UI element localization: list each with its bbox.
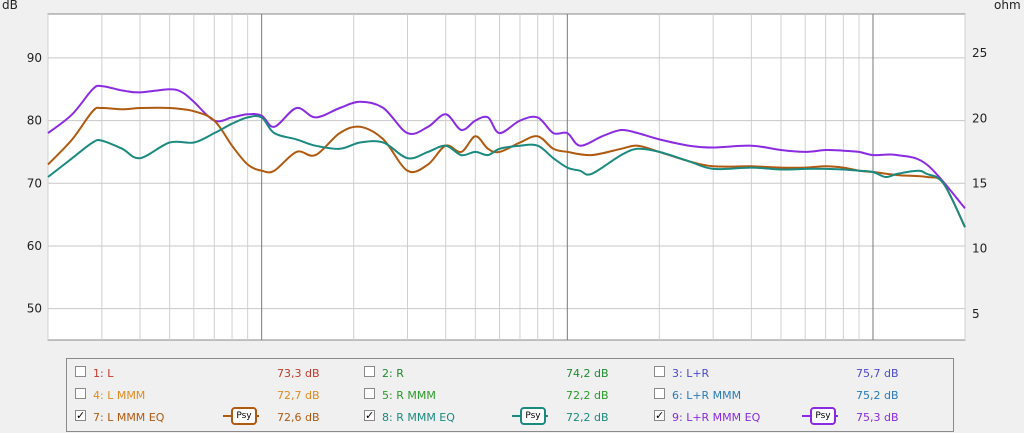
right-tick-label: 10 bbox=[972, 242, 987, 256]
right-axis-unit: ohm bbox=[994, 0, 1021, 12]
left-tick-label: 90 bbox=[27, 51, 42, 65]
legend-checkbox[interactable]: ✓ bbox=[654, 409, 665, 422]
psy-label: Psy bbox=[520, 407, 546, 425]
left-tick-label: 70 bbox=[27, 176, 42, 190]
legend-item: ✓ 7: L MMM EQ Psy 72,6 dB bbox=[75, 406, 345, 428]
right-tick-label: 5 bbox=[972, 307, 980, 321]
left-axis-unit: dB bbox=[2, 0, 18, 12]
left-tick-label: 80 bbox=[27, 114, 42, 128]
series-line-1 bbox=[47, 84, 966, 209]
right-tick-label: 15 bbox=[972, 177, 987, 191]
legend-checkbox[interactable] bbox=[75, 388, 86, 399]
legend-item: ✓ 8: R MMM EQ Psy 72,2 dB bbox=[364, 406, 634, 428]
grid-minor bbox=[47, 14, 966, 340]
grid-major bbox=[261, 14, 874, 340]
legend-label: 5: R MMM bbox=[382, 389, 436, 402]
legend-value: 75,7 dB bbox=[856, 367, 899, 380]
legend-item: 5: R MMM 72,2 dB bbox=[364, 384, 634, 406]
legend-value: 75,2 dB bbox=[856, 389, 899, 402]
right-axis-ticks: 25 20 15 10 5 bbox=[972, 46, 987, 321]
legend-value: 74,2 dB bbox=[566, 367, 609, 380]
legend-item: 4: L MMM 72,7 dB bbox=[75, 384, 345, 406]
right-tick-label: 20 bbox=[972, 111, 987, 125]
legend-checkbox[interactable] bbox=[364, 366, 375, 377]
legend-checkbox[interactable] bbox=[654, 388, 665, 399]
legend-label: 6: L+R MMM bbox=[672, 389, 742, 402]
left-tick-label: 50 bbox=[27, 302, 42, 316]
right-tick-label: 25 bbox=[972, 46, 987, 60]
legend-label: 7: L MMM EQ bbox=[93, 411, 165, 424]
legend-item: 1: L 73,3 dB bbox=[75, 362, 345, 384]
legend-label: 2: R bbox=[382, 367, 404, 380]
legend-value: 72,2 dB bbox=[566, 389, 609, 402]
legend-checkbox[interactable] bbox=[364, 388, 375, 399]
legend-checkbox[interactable] bbox=[75, 366, 86, 377]
left-tick-label: 60 bbox=[27, 239, 42, 253]
plot-area bbox=[47, 13, 966, 341]
legend-item: 3: L+R 75,7 dB bbox=[654, 362, 924, 384]
psy-label: Psy bbox=[231, 407, 257, 425]
legend-item: 6: L+R MMM 75,2 dB bbox=[654, 384, 924, 406]
legend-value: 72,6 dB bbox=[277, 411, 320, 424]
series-line-3 bbox=[47, 114, 966, 228]
legend-label: 1: L bbox=[93, 367, 114, 380]
legend-label: 9: L+R MMM EQ bbox=[672, 411, 761, 424]
legend-item: 2: R 74,2 dB bbox=[364, 362, 634, 384]
legend-checkbox[interactable] bbox=[654, 366, 665, 377]
series-line-2 bbox=[47, 106, 966, 228]
legend-panel: 1: L 73,3 dB 2: R 74,2 dB 3: L+R 75,7 dB 4: L … bbox=[66, 358, 954, 432]
psy-label: Psy bbox=[810, 407, 836, 425]
legend-checkbox[interactable]: ✓ bbox=[75, 409, 86, 422]
left-axis-ticks: 90 80 70 60 50 bbox=[27, 51, 42, 316]
legend-label: 8: R MMM EQ bbox=[382, 411, 455, 424]
legend-value: 72,7 dB bbox=[277, 389, 320, 402]
legend-value: 73,3 dB bbox=[277, 367, 320, 380]
curves bbox=[47, 84, 966, 228]
legend-value: 72,2 dB bbox=[566, 411, 609, 424]
legend-label: 4: L MMM bbox=[93, 389, 146, 402]
legend-item: ✓ 9: L+R MMM EQ Psy 75,3 dB bbox=[654, 406, 924, 428]
legend-value: 75,3 dB bbox=[856, 411, 899, 424]
legend-checkbox[interactable]: ✓ bbox=[364, 409, 375, 422]
legend-label: 3: L+R bbox=[672, 367, 710, 380]
